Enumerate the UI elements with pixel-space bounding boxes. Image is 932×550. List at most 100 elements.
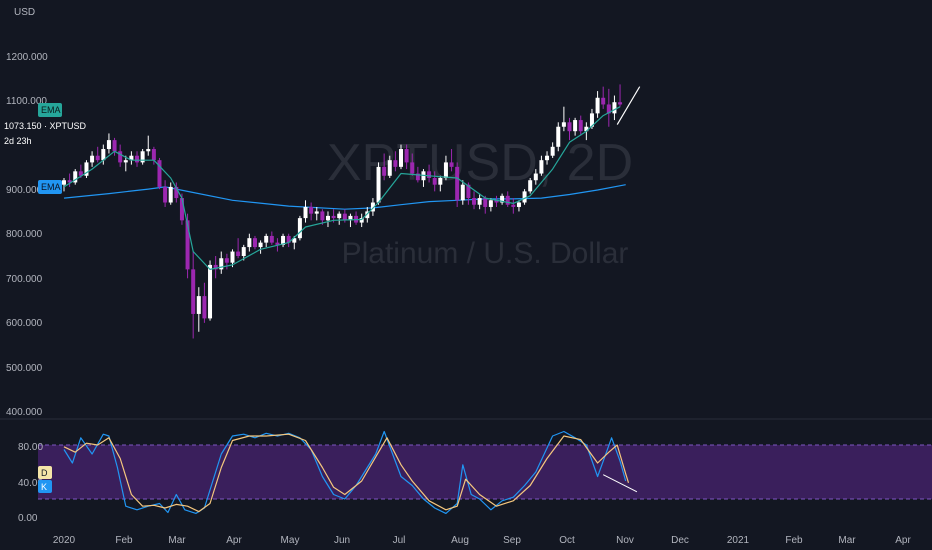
price-trendline (616, 86, 641, 125)
stoch-k-tag-bg (38, 480, 52, 493)
candle-body (219, 258, 224, 270)
candle-body (224, 258, 229, 263)
candle-body (163, 186, 168, 203)
candle-body (73, 171, 78, 183)
candle-body (606, 104, 611, 114)
time-tick: Mar (168, 535, 186, 546)
candle-body (202, 296, 207, 319)
candle-body (325, 215, 330, 221)
candle-body (438, 178, 443, 185)
ema-slow-layer (63, 184, 626, 210)
candle-body (472, 198, 477, 205)
time-tick: Feb (115, 535, 133, 546)
candle-body (449, 162, 454, 167)
time-tick: Jul (393, 535, 406, 546)
stoch-layer (63, 430, 638, 515)
ema-slow-tag-bg (38, 180, 62, 194)
currency-label: USD (14, 7, 35, 18)
candle-body (191, 269, 196, 314)
candle-body (129, 155, 134, 161)
time-tick: Feb (785, 535, 803, 546)
candle-body (370, 202, 375, 212)
candle-body (185, 220, 190, 270)
candle-body (556, 126, 561, 147)
candle-body (545, 155, 550, 161)
time-tick: 2021 (727, 535, 750, 546)
price-tick: 400.000 (6, 407, 43, 418)
candle-body (84, 162, 89, 176)
time-tick: Mar (838, 535, 856, 546)
candle-body (387, 160, 392, 176)
stoch-axis: 80.00 40.00 0.00 (18, 442, 43, 524)
candle-body (309, 206, 314, 214)
ema-slow-tag-label: EMA (41, 182, 61, 192)
price-tick: 700.000 (6, 274, 43, 285)
candle-body (337, 213, 342, 219)
candle-body (292, 238, 297, 243)
price-tick: 1100.000 (6, 96, 47, 107)
stoch-k-tag[interactable]: K (38, 480, 52, 493)
ema-fast-tag[interactable]: EMA (38, 103, 62, 117)
candle-body (314, 211, 319, 214)
stoch-tick: 80.00 (18, 442, 43, 453)
candle-body (106, 140, 111, 150)
stoch-d-tag[interactable]: D (38, 466, 52, 479)
ema-slow-line (63, 184, 626, 210)
time-tick: Sep (503, 535, 521, 546)
candle-body (359, 218, 364, 223)
trendline-layer (616, 86, 641, 125)
candle-body (95, 155, 100, 161)
candle-body (522, 191, 527, 203)
ema-slow-tag[interactable]: EMA (38, 180, 62, 194)
price-tick: 500.000 (6, 363, 43, 374)
candle-body (236, 251, 241, 256)
candle-body (460, 184, 465, 201)
candle-body (618, 102, 623, 105)
price-tag-bg (0, 119, 78, 132)
candle-body (62, 180, 66, 185)
countdown-tag-bg (0, 134, 38, 147)
candle-body (539, 160, 544, 174)
candle-body (342, 213, 347, 221)
candle-body (151, 149, 156, 161)
candle-body (331, 215, 336, 219)
candle-body (179, 198, 184, 221)
candle-body (382, 166, 387, 176)
stoch-trendline (602, 474, 638, 493)
candle-body (297, 218, 302, 239)
candle-body (230, 251, 235, 263)
candle-body (101, 149, 106, 161)
candles-layer (62, 84, 623, 339)
stoch-d-tag-label: D (41, 468, 48, 478)
time-tick: Jun (334, 535, 350, 546)
candle-body (595, 97, 600, 114)
stoch-tick: 40.00 (18, 478, 43, 489)
candle-body (247, 238, 252, 248)
candle-body (213, 264, 218, 270)
price-tag-label: 1073.150 · XPTUSD (4, 121, 87, 131)
candle-body (477, 198, 482, 205)
candle-body (241, 247, 246, 256)
candle-body (252, 238, 257, 248)
candle-body (146, 149, 151, 152)
candle-body (533, 173, 538, 181)
price-tag[interactable]: 1073.150 · XPTUSD (0, 119, 87, 132)
time-tick: Aug (451, 535, 469, 546)
candle-body (286, 235, 291, 243)
time-tick: Nov (616, 535, 634, 546)
candle-body (410, 162, 415, 174)
candle-body (573, 120, 578, 132)
candle-body (427, 171, 432, 178)
candle-body (168, 186, 173, 203)
countdown-tag: 2d 23h (0, 134, 38, 147)
price-tick: 1200.000 (6, 52, 48, 63)
candle-body (443, 162, 448, 178)
candle-body (505, 195, 510, 205)
stoch-band (38, 445, 932, 499)
stoch-d-tag-bg (38, 466, 52, 479)
candle-body (483, 198, 488, 207)
candle-body (365, 211, 370, 219)
candle-body (516, 202, 521, 207)
countdown-label: 2d 23h (4, 136, 32, 146)
